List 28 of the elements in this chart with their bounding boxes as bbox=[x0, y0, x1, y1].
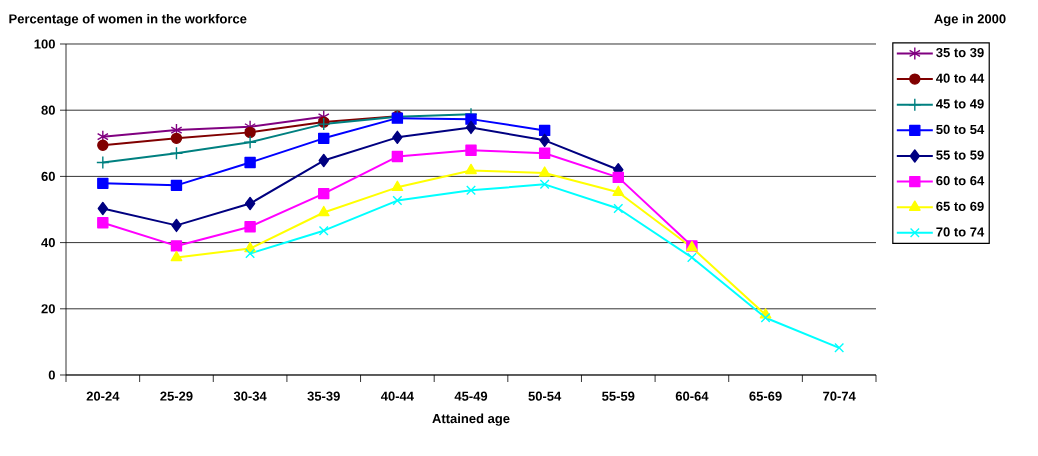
x-tick-label: 20-24 bbox=[86, 391, 120, 401]
x-tick-label: 55-59 bbox=[602, 391, 635, 401]
y-axis-title: Percentage of women in the workforce bbox=[9, 13, 247, 27]
legend-label: 60 to 64 bbox=[936, 176, 985, 186]
x-tick-label: 40-44 bbox=[380, 391, 414, 401]
x-tick-label: 30-34 bbox=[233, 391, 267, 401]
legend-label: 50 to 54 bbox=[936, 124, 985, 135]
x-tick-label: 45-49 bbox=[454, 391, 488, 401]
x-axis-title: Attained age bbox=[432, 413, 510, 426]
x-tick-label: 25-29 bbox=[160, 391, 193, 401]
legend-label: 70 to 74 bbox=[936, 227, 985, 237]
y-tick-label: 0 bbox=[48, 370, 55, 380]
y-tick-label: 40 bbox=[41, 238, 55, 248]
x-tick-label: 70-74 bbox=[823, 391, 856, 401]
y-tick-label: 80 bbox=[41, 105, 55, 115]
x-tick-label: 35-39 bbox=[307, 391, 340, 401]
legend-label: 40 to 44 bbox=[936, 73, 985, 83]
legend-label: 35 to 39 bbox=[936, 47, 984, 58]
legend-title: Age in 2000 bbox=[934, 13, 1006, 27]
y-tick-label: 60 bbox=[41, 171, 55, 181]
legend-label: 45 to 49 bbox=[936, 99, 984, 109]
x-tick-label: 65-69 bbox=[749, 391, 782, 401]
y-tick-label: 100 bbox=[34, 39, 55, 49]
y-tick-label: 20 bbox=[41, 304, 55, 314]
legend-label: 65 to 69 bbox=[936, 201, 984, 211]
x-tick-label: 60-64 bbox=[675, 391, 709, 401]
x-tick-label: 50-54 bbox=[528, 391, 562, 401]
legend-label: 55 to 59 bbox=[936, 150, 984, 160]
